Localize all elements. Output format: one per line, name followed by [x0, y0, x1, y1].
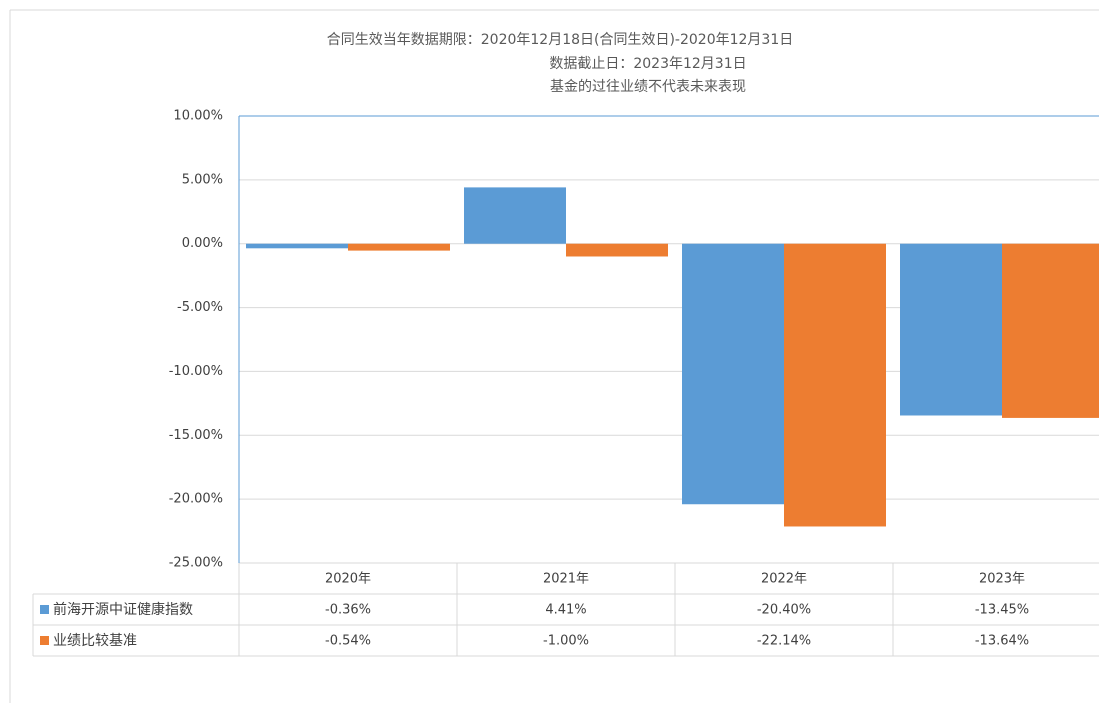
x-tick-label: 2023年 [979, 572, 1025, 587]
table-cell: -20.40% [757, 603, 811, 618]
bar [682, 243, 784, 505]
table-cell: -22.14% [757, 634, 811, 649]
y-tick-label: 10.00% [173, 109, 223, 124]
y-tick-label: -15.00% [169, 428, 223, 443]
table-cell: -0.36% [325, 603, 371, 618]
y-tick-label: 5.00% [182, 172, 223, 187]
legend-swatch [40, 636, 49, 645]
y-tick-label: 0.00% [182, 236, 223, 251]
bar [566, 243, 668, 257]
x-tick-label: 2020年 [325, 572, 371, 587]
bar [900, 243, 1002, 416]
legend-swatch [40, 605, 49, 614]
y-tick-label: -10.00% [169, 364, 223, 379]
chart-annotation: 基金的过往业绩不代表未来表现 [550, 78, 746, 95]
bar [348, 243, 450, 251]
legend-label: 前海开源中证健康指数 [53, 601, 193, 618]
bar [464, 187, 566, 244]
table-cell: 4.41% [545, 603, 586, 618]
y-tick-label: -20.00% [169, 492, 223, 507]
bar [246, 243, 348, 249]
legend-label: 业绩比较基准 [53, 632, 137, 649]
table-cell: -1.00% [543, 634, 589, 649]
x-tick-label: 2022年 [761, 572, 807, 587]
y-tick-label: -25.00% [169, 556, 223, 571]
y-tick-label: -5.00% [177, 300, 223, 315]
bar [1002, 243, 1099, 418]
table-cell: -13.64% [975, 634, 1029, 649]
table-cell: -0.54% [325, 634, 371, 649]
table-cell: -13.45% [975, 603, 1029, 618]
chart-title: 合同生效当年数据期限：2020年12月18日(合同生效日)-2020年12月31… [327, 32, 794, 48]
x-tick-label: 2021年 [543, 572, 589, 587]
chart-subtitle: 数据截止日：2023年12月31日 [549, 56, 746, 72]
bar [784, 243, 886, 527]
